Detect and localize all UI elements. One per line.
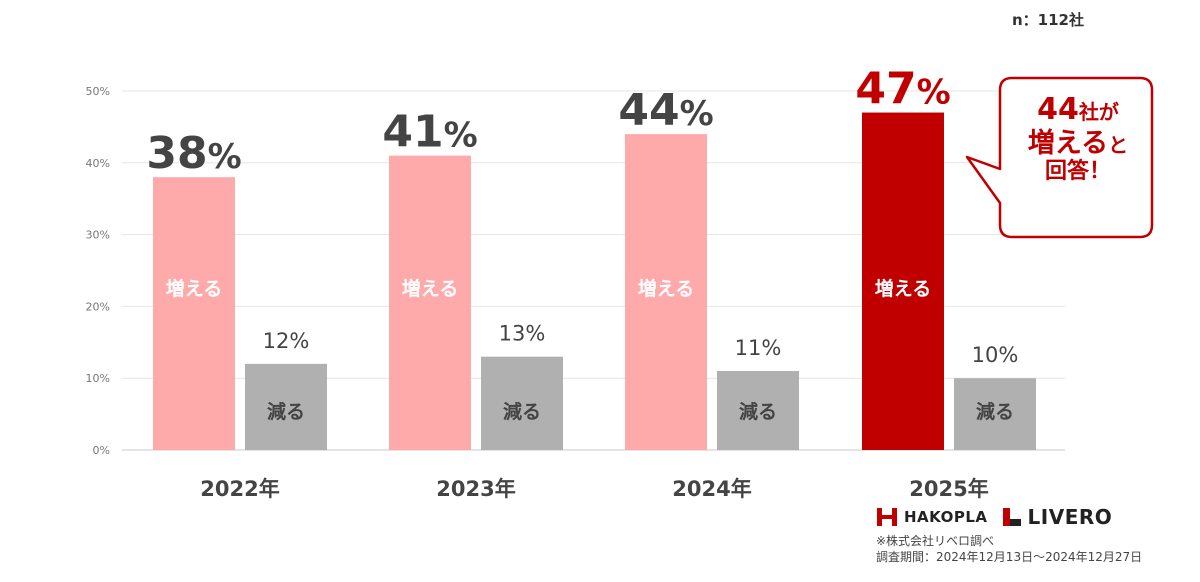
increase-series-label: 増える	[638, 277, 694, 300]
sample-size-note: n：112社	[1012, 11, 1084, 29]
category-label: 2023年	[436, 477, 515, 501]
decrease-series-label: 減る	[503, 400, 541, 423]
hakopla-logo: HAKOPLA	[876, 507, 988, 527]
bar-decrease	[245, 363, 327, 450]
callout-unit: 社が	[1078, 100, 1119, 124]
decrease-value-label: 10%	[972, 343, 1019, 367]
bar-increase	[389, 155, 471, 450]
decrease-series-label: 減る	[267, 400, 305, 423]
decrease-series-label: 減る	[976, 400, 1014, 423]
increase-series-label: 増える	[166, 277, 222, 300]
bar-increase	[862, 112, 944, 450]
bar-decrease	[954, 378, 1036, 450]
callout-verb: 増える	[1027, 127, 1109, 159]
bar-increase	[153, 177, 235, 450]
decrease-value-label: 11%	[735, 336, 782, 360]
increase-series-label: 増える	[875, 277, 931, 300]
y-tick-label: 40%	[86, 157, 110, 170]
source-line-2: 調査期間：2024年12月13日～2024年12月27日	[876, 549, 1143, 564]
callout-bubble	[965, 76, 1154, 239]
increase-value-label: 47%	[855, 64, 950, 115]
livero-logo-icon	[1002, 508, 1021, 526]
hakopla-logo-icon	[877, 508, 897, 526]
bars	[153, 112, 1036, 450]
source-note: ※株式会社リベロ調べ 調査期間：2024年12月13日～2024年12月27日	[876, 534, 1142, 565]
source-line-1: ※株式会社リベロ調べ	[876, 534, 995, 548]
decrease-series-label: 減る	[739, 400, 777, 423]
livero-logo: LIVERO	[1002, 505, 1113, 529]
callout-text: 44社が 増えると 回答！	[1003, 92, 1153, 184]
y-tick-label: 20%	[86, 300, 110, 313]
callout-count: 44	[1037, 92, 1079, 127]
bar-decrease	[481, 356, 563, 450]
y-tick-label: 10%	[86, 372, 110, 385]
y-axis-ticks: 0% 10% 20% 30% 40% 50%	[86, 85, 110, 457]
increase-value-label: 38%	[146, 128, 241, 179]
callout-particle: と	[1108, 132, 1129, 157]
hakopla-logo-text: HAKOPLA	[904, 508, 988, 526]
increase-series-label: 増える	[402, 277, 458, 300]
livero-logo-text: LIVERO	[1027, 505, 1113, 529]
bar-increase	[625, 134, 707, 450]
category-label: 2025年	[909, 477, 988, 501]
y-tick-label: 0%	[93, 444, 110, 457]
category-label: 2024年	[672, 477, 751, 501]
category-label: 2022年	[200, 477, 279, 501]
y-tick-label: 50%	[86, 85, 110, 98]
decrease-value-label: 12%	[263, 329, 310, 353]
decrease-value-label: 13%	[499, 322, 546, 346]
logos: HAKOPLA LIVERO	[876, 505, 1112, 529]
y-tick-label: 30%	[86, 229, 110, 242]
callout-end: 回答！	[1044, 158, 1111, 184]
increase-value-label: 41%	[382, 107, 477, 158]
increase-value-label: 44%	[618, 85, 713, 136]
bar-decrease	[717, 371, 799, 450]
